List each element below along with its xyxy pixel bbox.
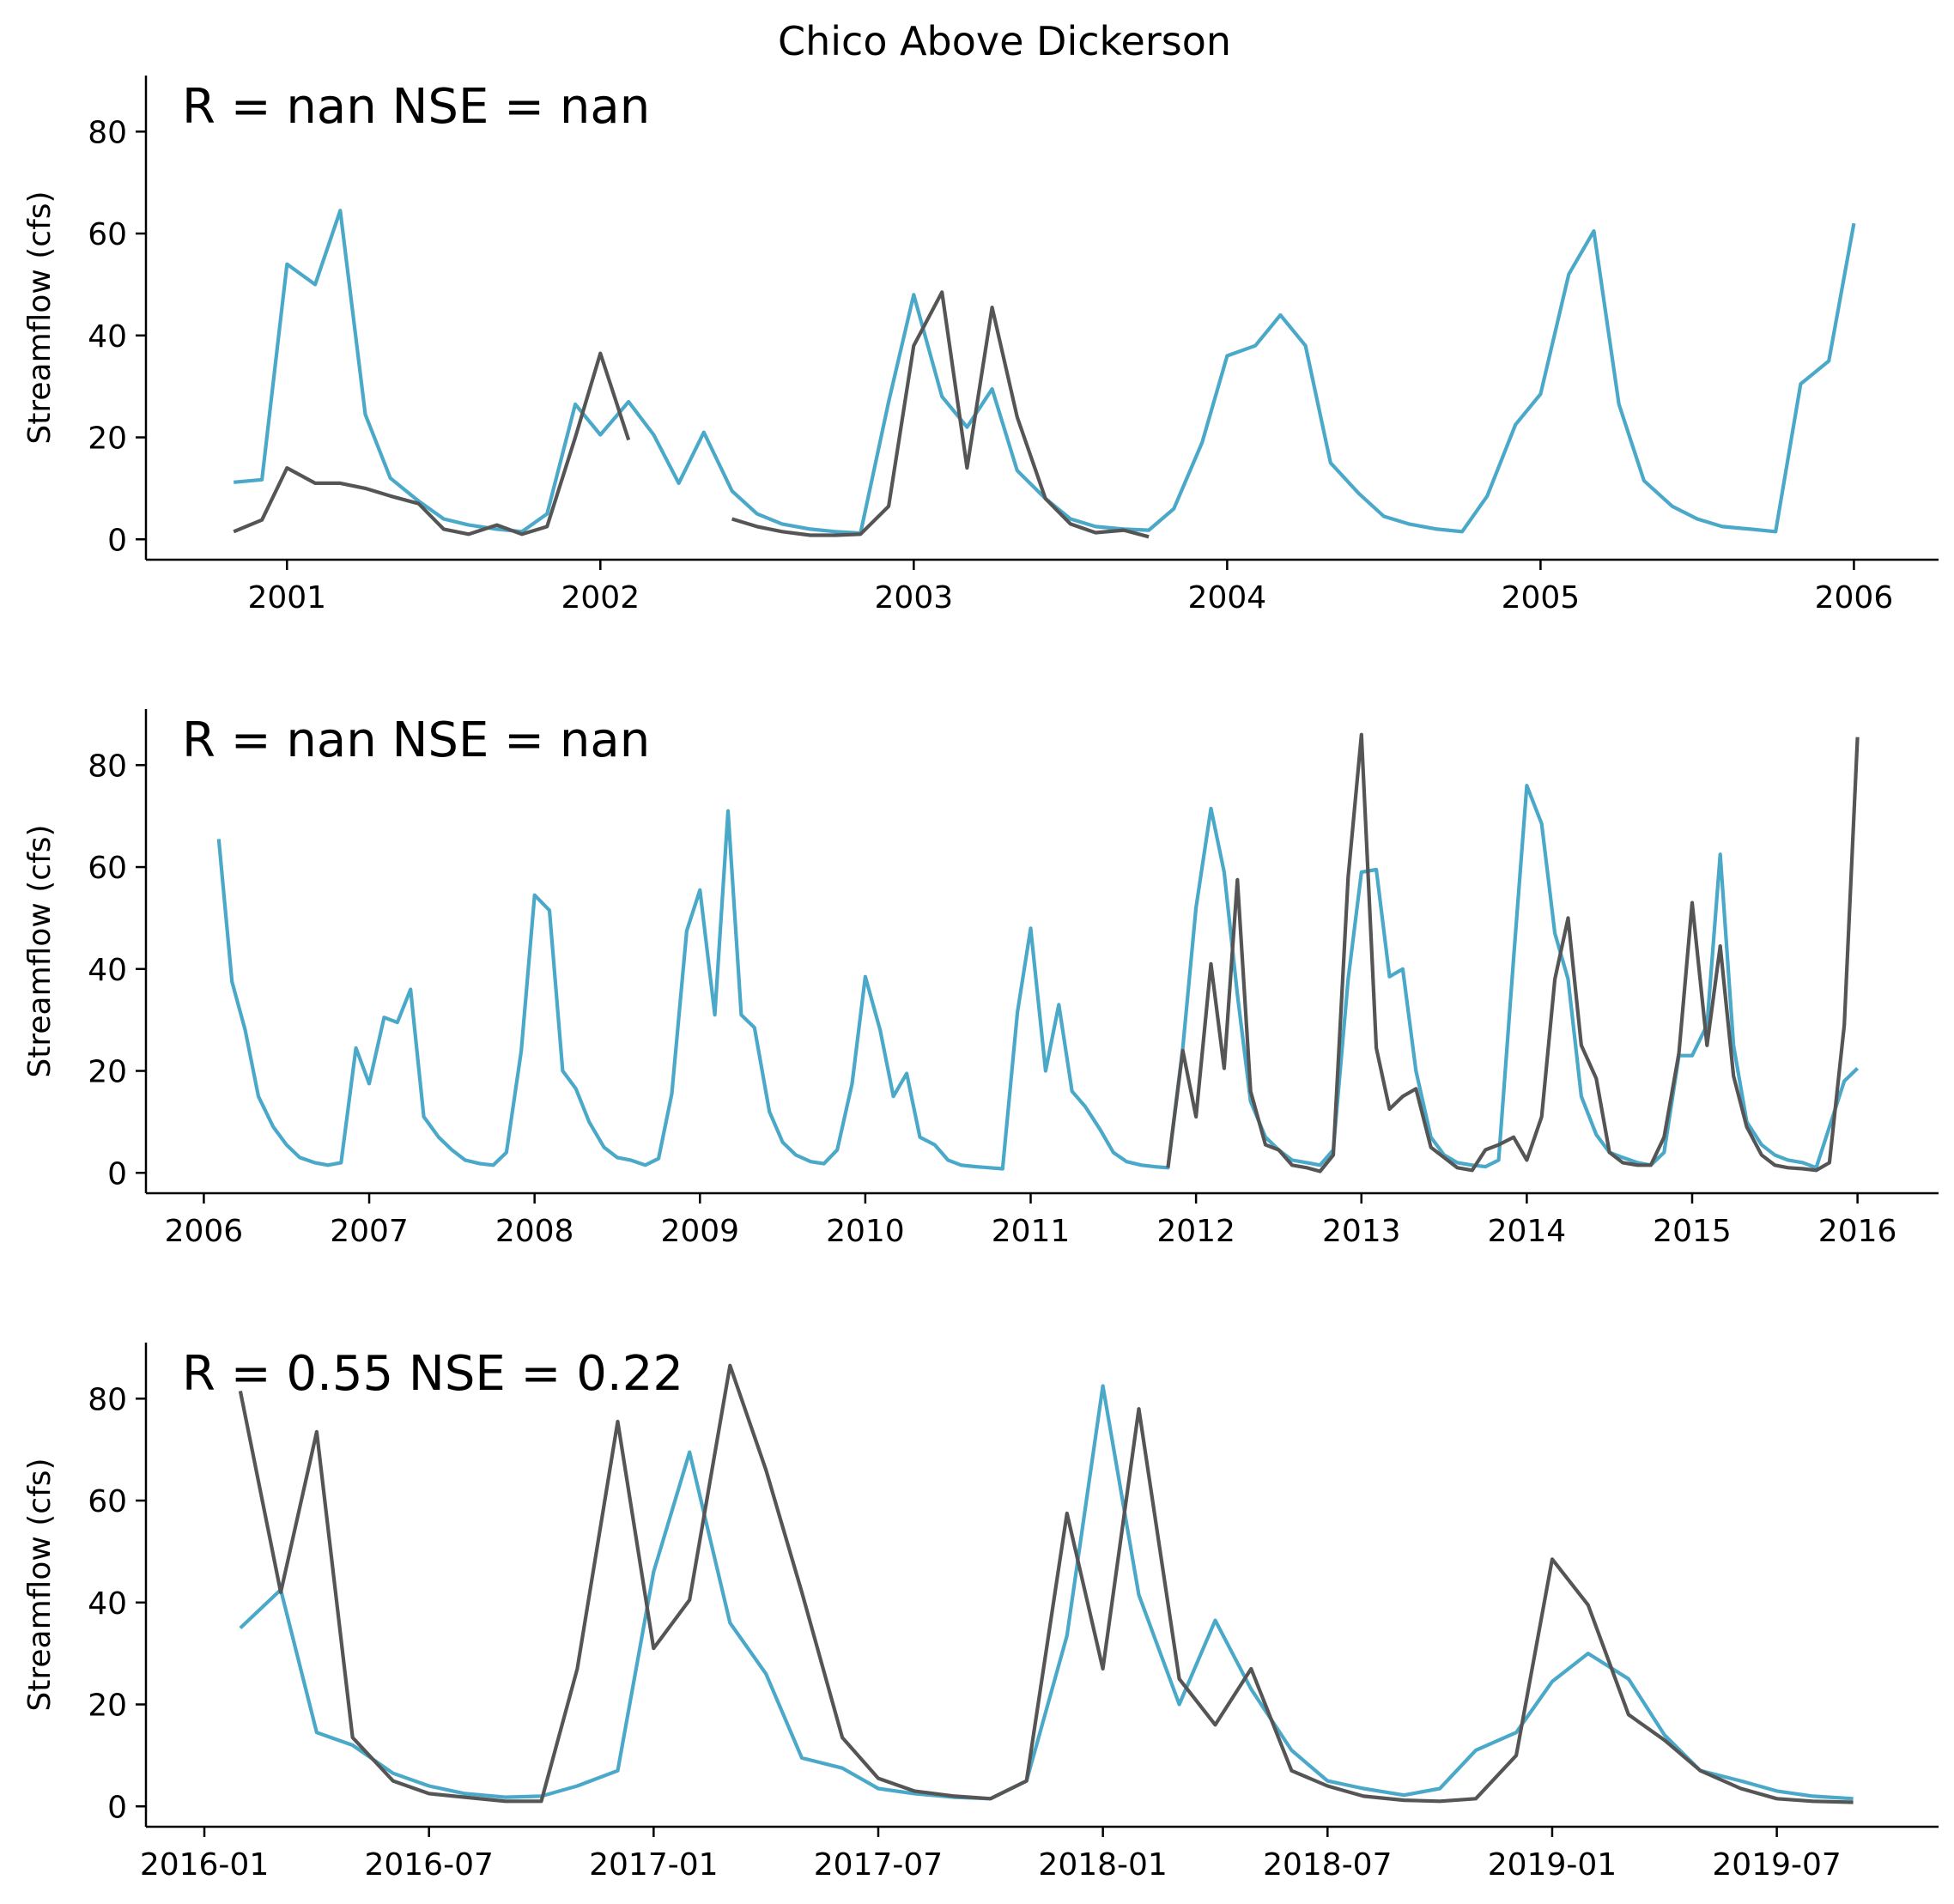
x-tick-label: 2005 [1502, 580, 1581, 615]
metrics-annotation: R = nan NSE = nan [182, 712, 650, 768]
observed-series-line [238, 1363, 1854, 1804]
x-tick-label: 2015 [1653, 1214, 1732, 1249]
x-tick-label: 2006 [1815, 580, 1894, 615]
subplot-2001-2006: 0 20 40 60 80 2001 2002 2003 2004 2005 2006 Streamf… [22, 76, 1939, 615]
y-tick-label: 0 [107, 523, 127, 558]
simulated-series-line [216, 783, 1860, 1171]
x-tick-label: 2001 [247, 580, 326, 615]
y-tick-label: 20 [88, 1055, 127, 1090]
y-tick-label: 40 [88, 319, 127, 355]
y-axis-label: Streamflow (cfs) [22, 191, 58, 444]
x-tick-label: 2002 [561, 580, 640, 615]
x-tick-label: 2017-01 [589, 1847, 718, 1883]
y-axis-label: Streamflow (cfs) [22, 1458, 58, 1711]
y-tick-label: 20 [88, 1689, 127, 1724]
x-tick-label: 2013 [1322, 1214, 1401, 1249]
x-tick-label: 2011 [992, 1214, 1071, 1249]
x-tick-label: 2016 [1818, 1214, 1897, 1249]
y-tick-label: 60 [88, 851, 127, 886]
figure-title: Chico Above Dickerson [778, 18, 1231, 64]
y-tick-label: 20 [88, 421, 127, 457]
y-tick-label: 60 [88, 1484, 127, 1519]
x-tick-label: 2007 [330, 1214, 409, 1249]
observed-series-line [1166, 732, 1860, 1173]
metrics-annotation: R = nan NSE = nan [182, 79, 650, 135]
x-tick-label: 2017-07 [814, 1847, 943, 1883]
x-tick-label: 2003 [875, 580, 954, 615]
y-tick-label: 40 [88, 1586, 127, 1622]
x-tick-label: 2016-07 [364, 1847, 493, 1883]
x-tick-label: 2012 [1156, 1214, 1235, 1249]
x-tick-label: 2014 [1488, 1214, 1567, 1249]
observed-series-line [731, 290, 1150, 539]
y-axis-label: Streamflow (cfs) [22, 824, 58, 1077]
subplot-2006-2016: 0 20 40 60 80 2006 2007 2008 2009 2010 2011 2012 201… [22, 709, 1939, 1249]
x-tick-label: 2019-07 [1712, 1847, 1841, 1883]
x-tick-label: 2018-01 [1038, 1847, 1167, 1883]
y-tick-label: 80 [88, 1382, 127, 1417]
x-tick-label: 2016-01 [140, 1847, 269, 1883]
x-tick-label: 2006 [165, 1214, 244, 1249]
metrics-annotation: R = 0.55 NSE = 0.22 [182, 1346, 683, 1402]
subplot-2016-2019: 0 20 40 60 80 2016-01 2016-07 2017-01 2017-07 201… [22, 1343, 1939, 1883]
x-tick-label: 2009 [660, 1214, 739, 1249]
y-tick-label: 60 [88, 217, 127, 252]
y-tick-label: 0 [107, 1790, 127, 1825]
y-tick-label: 80 [88, 749, 127, 784]
observed-series-line [233, 351, 631, 537]
y-tick-label: 40 [88, 953, 127, 988]
x-tick-label: 2019-01 [1488, 1847, 1617, 1883]
simulated-series-line [239, 1384, 1854, 1801]
x-tick-label: 2010 [826, 1214, 905, 1249]
x-tick-label: 2004 [1188, 580, 1267, 615]
y-tick-label: 80 [88, 115, 127, 150]
x-tick-label: 2018-07 [1263, 1847, 1392, 1883]
simulated-series-line [234, 209, 1856, 536]
x-tick-label: 2008 [495, 1214, 574, 1249]
y-tick-label: 0 [107, 1156, 127, 1192]
